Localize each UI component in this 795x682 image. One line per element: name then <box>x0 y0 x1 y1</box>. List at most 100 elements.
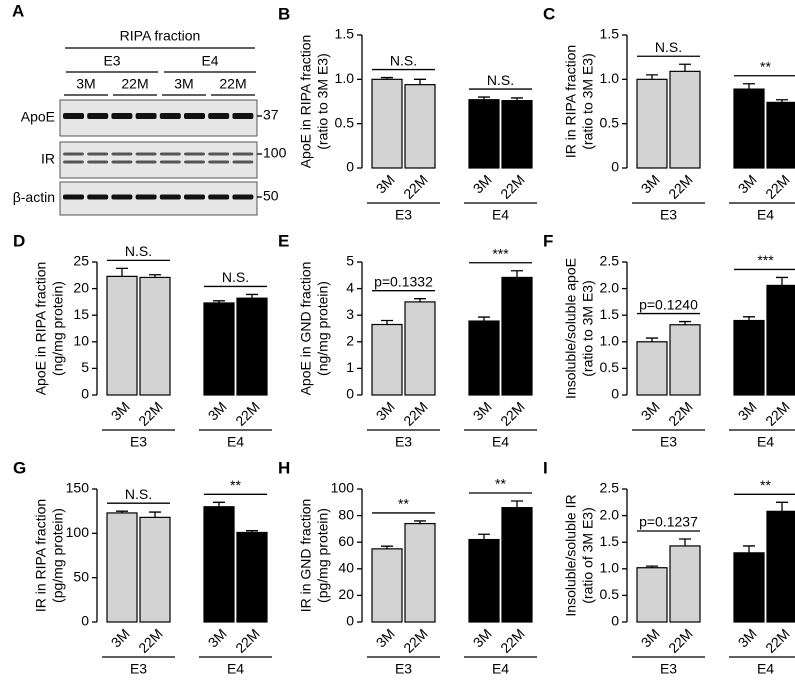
blot-band <box>111 152 133 156</box>
group-label: E4 <box>227 434 244 450</box>
bar <box>733 552 765 623</box>
y-tick-label: 0 <box>611 613 619 629</box>
y-tick-label: 50 <box>73 568 89 584</box>
blot-band <box>87 152 109 156</box>
error-bar <box>511 97 523 101</box>
blot-band <box>159 160 181 164</box>
bar <box>636 341 668 396</box>
y-axis-label: ApoE in GND fraction <box>298 262 314 396</box>
bar <box>669 70 701 169</box>
row-label: ApoE <box>21 109 55 125</box>
y-tick-label: 1.5 <box>600 533 620 549</box>
y-tick-label: 0 <box>81 613 89 629</box>
x-tick-label: 3M <box>373 398 398 423</box>
blot-band <box>87 160 109 164</box>
x-tick-label: 22M <box>400 398 431 429</box>
bar <box>501 100 533 169</box>
x-tick-label: 3M <box>108 625 133 650</box>
y-axis-label: (ratio to 3M E3) <box>580 53 596 149</box>
error-bar <box>414 298 426 302</box>
y-tick-label: 2.5 <box>600 480 620 496</box>
error-bar <box>776 276 788 286</box>
x-tick-label: 3M <box>373 625 398 650</box>
y-tick-label: 1 <box>346 359 354 375</box>
bar <box>371 323 403 396</box>
error-bar <box>246 530 258 533</box>
x-tick-label: 3M <box>470 625 495 650</box>
lane-label: 3M <box>76 76 95 92</box>
panel-letter: E <box>278 231 289 250</box>
group-label: E3 <box>660 661 677 677</box>
x-tick-label: 3M <box>205 625 230 650</box>
blot-band <box>63 194 84 200</box>
y-axis-label: (ratio of 3M E3) <box>580 507 596 603</box>
y-tick-label: 1.0 <box>335 70 355 86</box>
bar <box>203 506 235 623</box>
blot-band <box>184 152 205 156</box>
significance-label: N.S. <box>487 72 514 88</box>
lane-label: 22M <box>219 76 246 92</box>
x-tick-label: 22M <box>497 171 528 202</box>
y-tick-label: 1.5 <box>335 26 355 42</box>
significance-label: p=0.1240 <box>639 296 698 312</box>
y-tick-label: 0 <box>611 159 619 175</box>
x-tick-label: 22M <box>232 398 263 429</box>
y-tick-label: 25 <box>73 253 89 269</box>
bar <box>501 507 533 623</box>
row-label: β-actin <box>13 189 55 205</box>
blot-band <box>63 160 84 164</box>
error-bar <box>646 565 658 568</box>
panel-letter: F <box>543 231 553 250</box>
blot-band <box>184 160 205 164</box>
significance-label: N.S. <box>655 39 682 55</box>
error-bar <box>679 63 691 72</box>
x-tick-label: 3M <box>373 171 398 196</box>
error-bar <box>743 545 755 553</box>
y-axis-label: (ng/mg protein) <box>315 281 331 376</box>
error-bar <box>414 520 426 524</box>
significance-label: ** <box>760 58 771 74</box>
blot-band <box>111 160 133 164</box>
x-tick-label: 3M <box>638 625 663 650</box>
x-tick-label: 22M <box>762 398 793 429</box>
y-tick-label: 0 <box>346 613 354 629</box>
x-tick-label: 3M <box>735 171 760 196</box>
y-axis-label: (pg/mg protein) <box>315 508 331 603</box>
y-tick-label: 0 <box>81 386 89 402</box>
bar <box>766 101 795 169</box>
bar <box>404 301 436 396</box>
error-bar <box>213 501 225 507</box>
blot-band <box>135 194 157 200</box>
x-tick-label: 3M <box>470 398 495 423</box>
blot-title: RIPA fraction <box>120 28 201 44</box>
y-axis-label: (ratio to 3M E3) <box>580 280 596 376</box>
bar <box>468 99 500 169</box>
error-bar <box>511 500 523 508</box>
marker-label: 100 <box>263 145 287 161</box>
significance-label: N.S. <box>222 269 249 285</box>
blot-band <box>208 160 230 164</box>
y-tick-label: 1.0 <box>600 70 620 86</box>
group-label: E4 <box>757 434 774 450</box>
significance-label: ** <box>230 477 241 493</box>
x-tick-label: 22M <box>232 625 263 656</box>
panel-letter: D <box>13 231 25 250</box>
error-bar <box>246 293 258 299</box>
error-bar <box>381 76 393 80</box>
bar <box>106 275 138 396</box>
group-label: E3 <box>395 661 412 677</box>
blot-band <box>135 160 157 164</box>
group-label: E4 <box>757 661 774 677</box>
bar <box>236 531 268 623</box>
y-axis-label: (ng/mg protein) <box>50 281 66 376</box>
blot-band <box>159 152 181 156</box>
x-tick-label: 3M <box>638 398 663 423</box>
panel-letter: I <box>543 458 548 477</box>
y-tick-label: 0.5 <box>600 114 620 130</box>
error-bar <box>743 316 755 321</box>
bar <box>404 522 436 623</box>
blot-band <box>87 113 109 119</box>
group-label: E3 <box>395 434 412 450</box>
significance-label: N.S. <box>125 486 152 502</box>
